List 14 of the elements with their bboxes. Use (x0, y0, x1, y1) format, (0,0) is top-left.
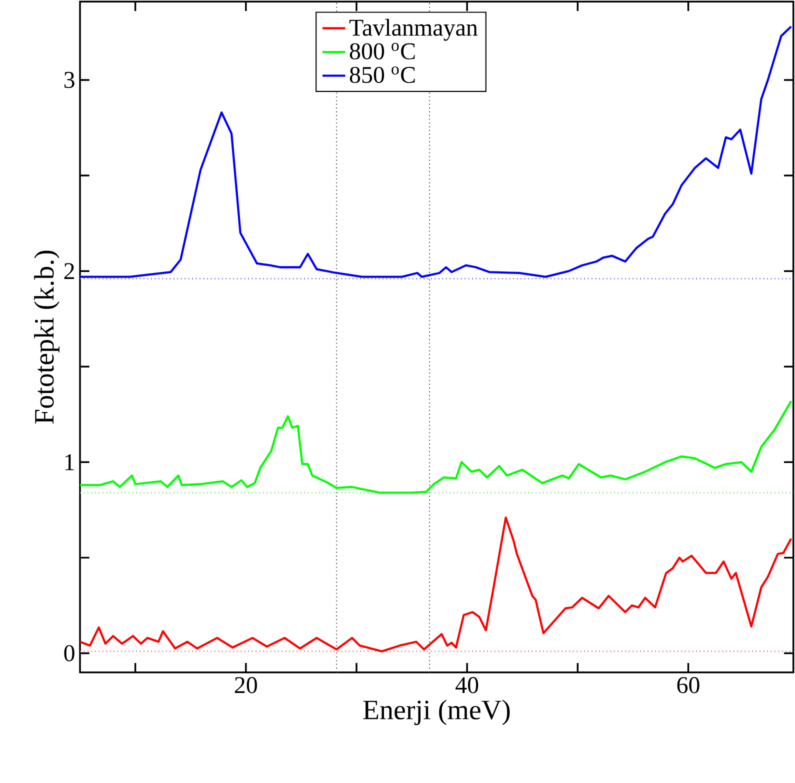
y-tick-label: 3 (64, 72, 74, 88)
line-series (80, 400, 792, 494)
y-tick-label: 1 (65, 454, 74, 470)
y-axis-title: Fototepki (k.b.) (34, 250, 60, 424)
y-tick-label: 2 (64, 263, 74, 280)
legend-label: Tavlanmayan (349, 18, 478, 41)
legend-label: 850 $^{o}$C (350, 66, 415, 84)
x-tick-label: 40 (456, 677, 478, 694)
x-tick-label: 60 (677, 677, 700, 694)
x-axis-title: Enerji (meV) (363, 700, 510, 726)
legend-label: 800 $^{o}$C (350, 42, 415, 60)
line-series (80, 516, 792, 652)
x-tick-label: 20 (234, 677, 257, 694)
y-tick-label: 0 (64, 645, 74, 662)
